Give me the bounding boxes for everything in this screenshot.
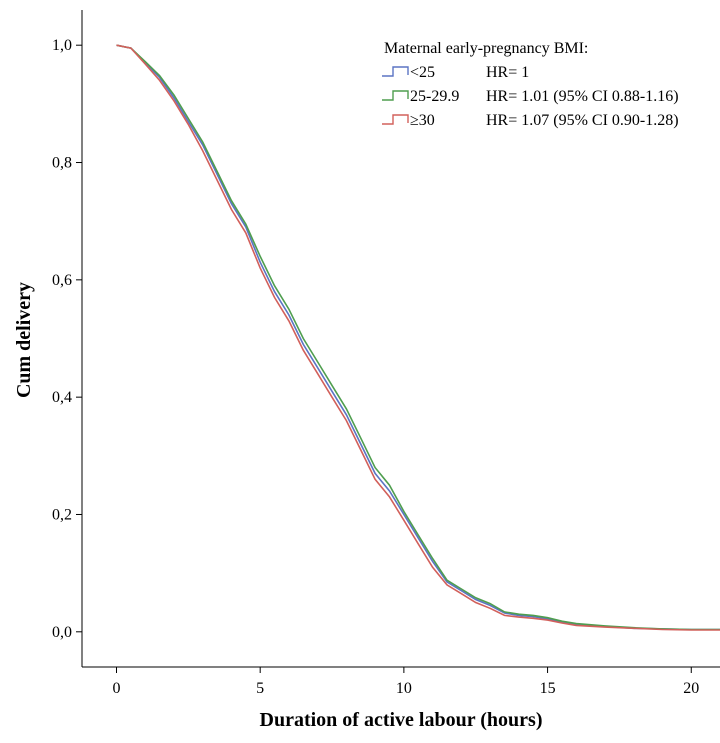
legend-swatch (382, 66, 409, 77)
plot-frame (81, 10, 720, 668)
y-tick-label: 0,4 (52, 389, 72, 406)
x-tick-label: 20 (683, 680, 699, 697)
legend-title: Maternal early-pregnancy BMI: (384, 40, 588, 57)
legend-series-name: 25-29.9 (410, 88, 459, 105)
legend-swatch (382, 114, 409, 125)
x-tick-label: 15 (540, 680, 556, 697)
x-tick-label: 10 (396, 680, 412, 697)
legend: Maternal early-pregnancy BMI: <25 HR= 1 25… (382, 40, 679, 129)
series-lines (116, 44, 720, 631)
y-axis-title: Cum delivery (13, 282, 35, 398)
y-tick-label: 1,0 (52, 37, 72, 54)
x-tick-label: 5 (256, 680, 264, 697)
x-axis-title: Duration of active labour (hours) (260, 709, 543, 731)
y-tick-label: 0,6 (52, 272, 72, 289)
series-line-≥30 (116, 44, 720, 631)
legend-hazard-ratio: HR= 1.07 (95% CI 0.90-1.28) (486, 112, 679, 129)
y-axis-ticks: 0,0 0,2 0,4 0,6 0,8 1,0 (52, 37, 82, 641)
y-tick-label: 0,2 (52, 506, 72, 523)
series-line-25-29.9 (116, 44, 720, 631)
x-tick-label: 0 (112, 680, 120, 697)
y-tick-label: 0,8 (52, 155, 72, 172)
x-axis-ticks: 0 5 10 15 20 (112, 667, 699, 697)
y-tick-label: 0,0 (52, 624, 72, 641)
series-line-<25 (116, 44, 720, 631)
legend-swatch (382, 90, 409, 101)
legend-hazard-ratio: HR= 1 (486, 64, 529, 81)
legend-series-name: ≥30 (410, 112, 435, 129)
legend-series-name: <25 (410, 64, 435, 81)
legend-hazard-ratio: HR= 1.01 (95% CI 0.88-1.16) (486, 88, 679, 105)
